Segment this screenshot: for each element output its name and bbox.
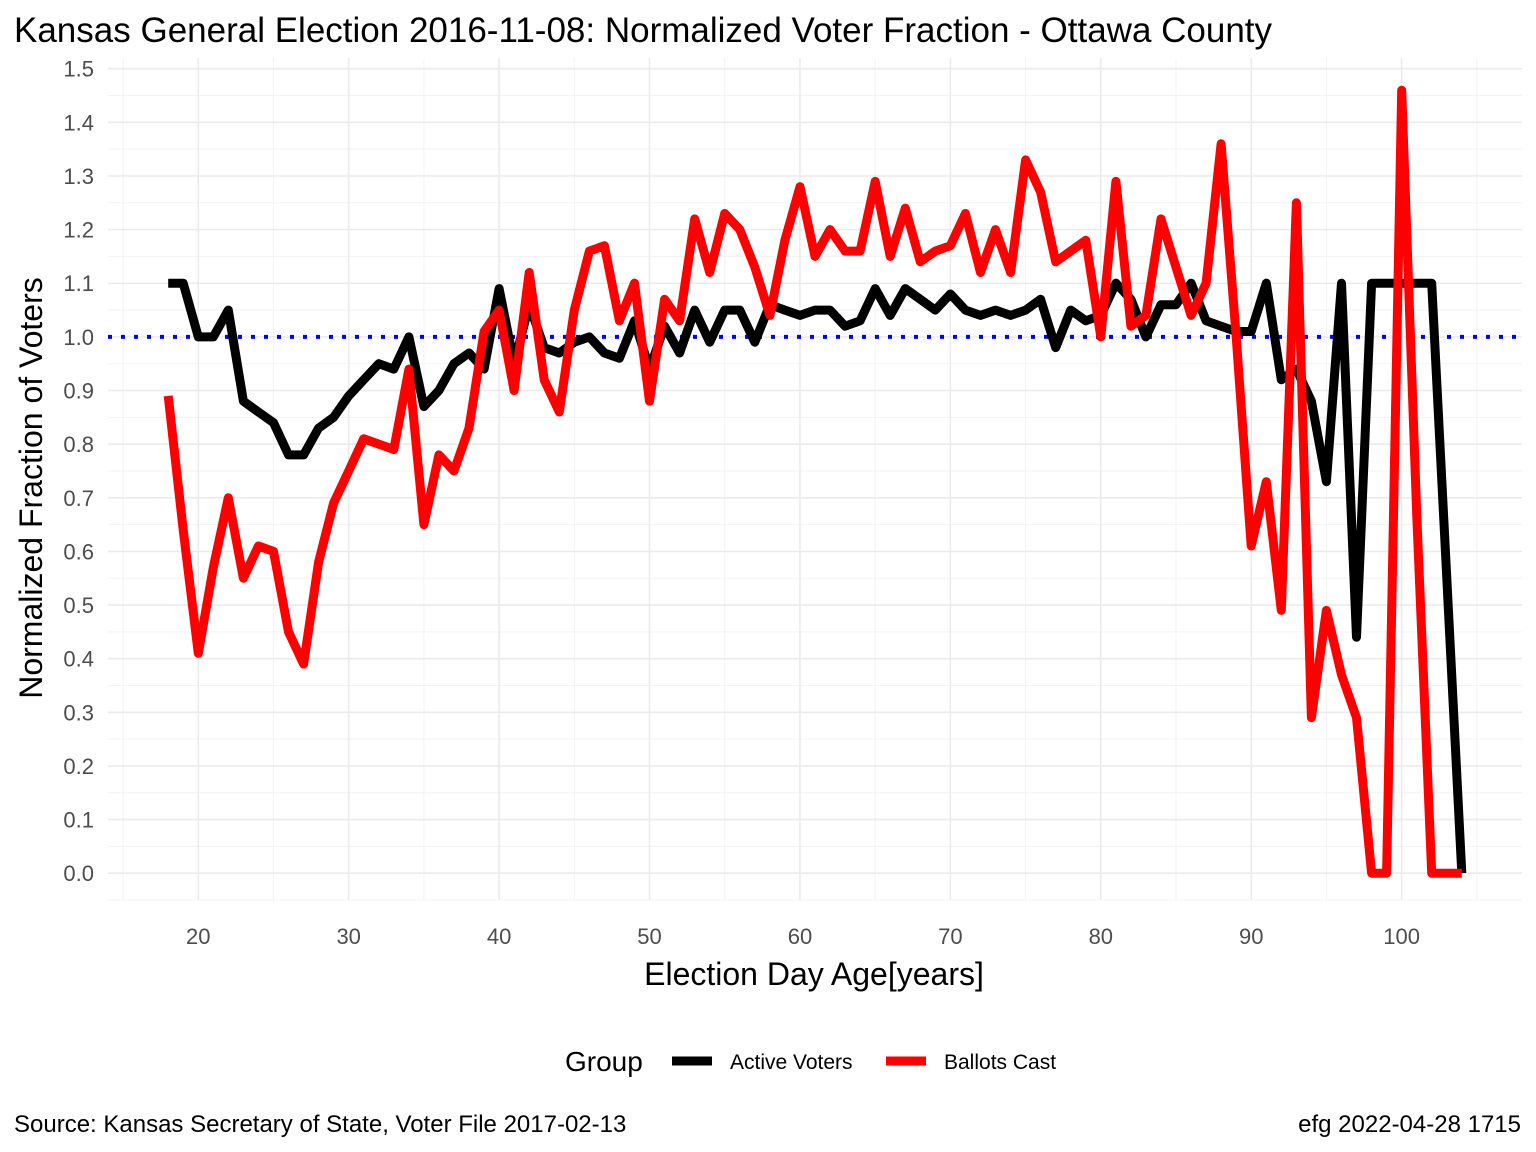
legend-label-ballots-cast: Ballots Cast bbox=[944, 1051, 1056, 1074]
y-tick-label: 0.3 bbox=[63, 700, 94, 725]
source-caption: Source: Kansas Secretary of State, Voter… bbox=[14, 1111, 626, 1138]
y-tick-label: 0.9 bbox=[63, 379, 94, 404]
grid bbox=[108, 58, 1522, 901]
x-tick-label: 30 bbox=[336, 924, 360, 949]
y-tick-label: 1.0 bbox=[63, 325, 94, 350]
y-tick-label: 1.2 bbox=[63, 218, 94, 243]
y-tick-label: 1.1 bbox=[63, 271, 94, 296]
y-tick-label: 1.5 bbox=[63, 57, 94, 82]
legend-label-active-voters: Active Voters bbox=[730, 1051, 853, 1074]
x-axis-ticks: 20 30 40 50 60 70 80 90 100 bbox=[186, 924, 1420, 949]
legend-title: Group bbox=[565, 1046, 643, 1077]
x-axis-title: Election Day Age[years] bbox=[644, 956, 984, 992]
x-tick-label: 100 bbox=[1383, 924, 1420, 949]
series-line-active-voters bbox=[168, 278, 1467, 874]
y-tick-label: 0.8 bbox=[63, 432, 94, 457]
x-tick-label: 70 bbox=[938, 924, 962, 949]
x-tick-label: 20 bbox=[186, 924, 210, 949]
legend: Group Active Voters Ballots Cast bbox=[565, 1046, 1056, 1077]
y-tick-label: 0.2 bbox=[63, 754, 94, 779]
series-layer bbox=[163, 85, 1467, 878]
x-tick-label: 40 bbox=[487, 924, 511, 949]
chart-title: Kansas General Election 2016-11-08: Norm… bbox=[14, 11, 1273, 50]
x-tick-label: 90 bbox=[1239, 924, 1263, 949]
author-caption: efg 2022-04-28 1715 bbox=[1298, 1111, 1521, 1138]
x-tick-label: 50 bbox=[637, 924, 661, 949]
y-tick-label: 0.4 bbox=[63, 647, 94, 672]
y-tick-label: 0.5 bbox=[63, 593, 94, 618]
y-tick-label: 0.7 bbox=[63, 486, 94, 511]
series-line-ballots-cast bbox=[163, 85, 1462, 878]
y-tick-label: 0.1 bbox=[63, 808, 94, 833]
y-tick-label: 0.0 bbox=[63, 861, 94, 886]
x-tick-label: 80 bbox=[1089, 924, 1113, 949]
y-axis-ticks: 0.0 0.1 0.2 0.3 0.4 0.5 0.6 0.7 0.8 0.9 1.0 1.1 1.2 1… bbox=[63, 57, 94, 886]
y-tick-label: 1.4 bbox=[63, 110, 94, 135]
y-axis-title: Normalized Fraction of Voters bbox=[13, 277, 49, 699]
x-tick-label: 60 bbox=[788, 924, 812, 949]
y-tick-label: 0.6 bbox=[63, 539, 94, 564]
y-tick-label: 1.3 bbox=[63, 164, 94, 189]
